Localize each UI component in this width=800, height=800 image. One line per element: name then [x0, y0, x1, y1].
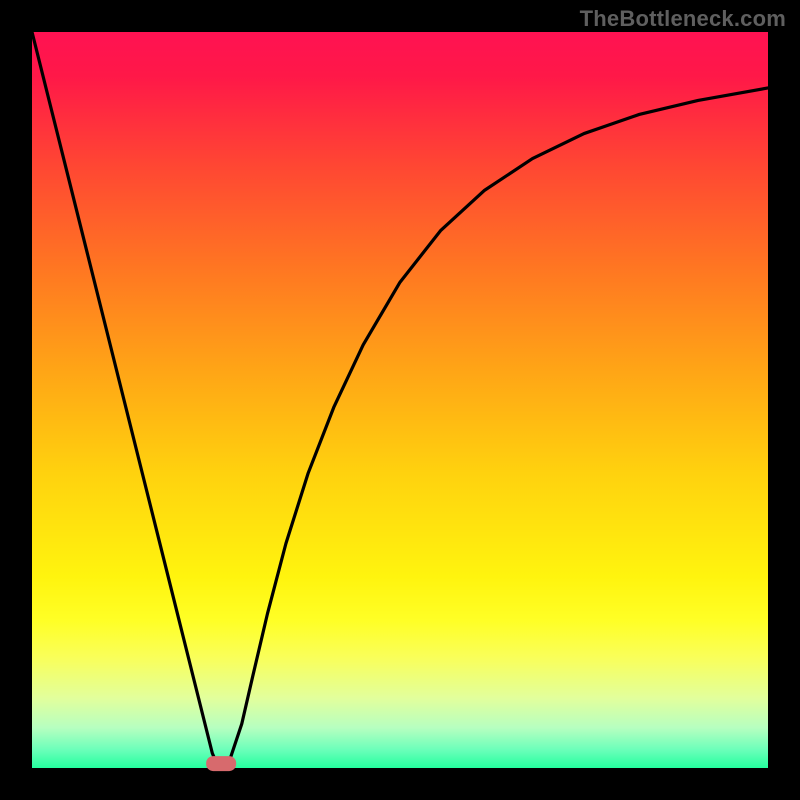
gradient-curve-chart	[0, 0, 800, 800]
plot-background	[32, 32, 768, 768]
chart-root: TheBottleneck.com	[0, 0, 800, 800]
minimum-marker	[206, 756, 236, 771]
